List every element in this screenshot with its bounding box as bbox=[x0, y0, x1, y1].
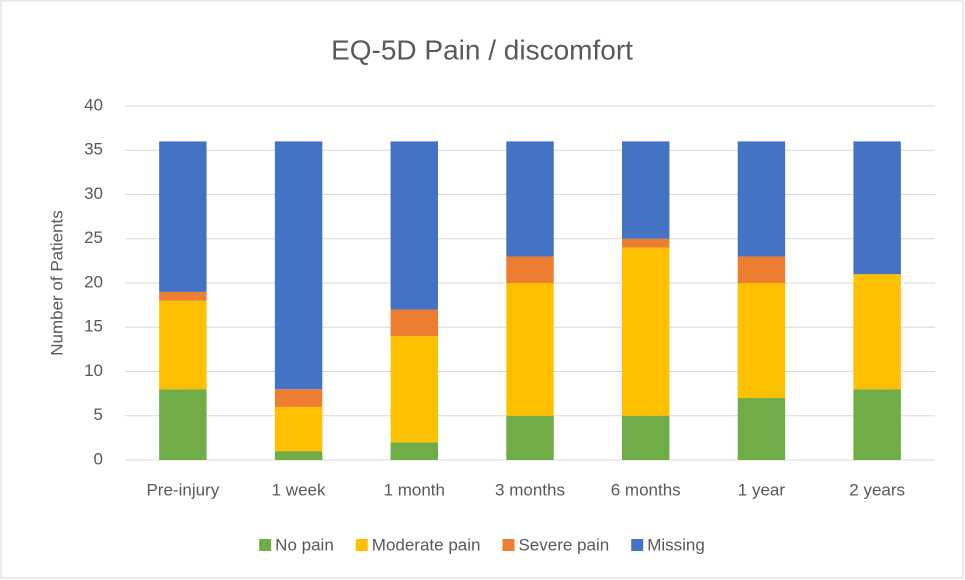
y-tick-label: 25 bbox=[84, 228, 103, 247]
x-tick-label: 6 months bbox=[611, 480, 681, 499]
legend-label: No pain bbox=[275, 535, 334, 554]
x-tick-label: 1 week bbox=[272, 480, 326, 499]
y-tick-label: 15 bbox=[84, 317, 103, 336]
bar-segment bbox=[390, 141, 439, 310]
bar-segment bbox=[274, 389, 323, 407]
bar-segment bbox=[621, 238, 670, 248]
bar-segment bbox=[274, 451, 323, 460]
y-tick-label: 40 bbox=[84, 95, 103, 114]
y-tick-label: 20 bbox=[84, 272, 103, 291]
y-tick-label: 30 bbox=[84, 184, 103, 203]
bar-segment bbox=[159, 300, 207, 390]
bar-segment bbox=[737, 141, 786, 257]
bar-segment bbox=[274, 141, 323, 390]
bar-segment bbox=[621, 141, 670, 239]
legend-label: Severe pain bbox=[518, 535, 609, 554]
bar-segment bbox=[390, 336, 439, 443]
legend-swatch bbox=[631, 539, 644, 551]
bar-segment bbox=[853, 389, 901, 460]
y-axis-label: Number of Patients bbox=[47, 210, 66, 356]
bar-segment bbox=[737, 283, 786, 399]
bar-segment bbox=[621, 247, 670, 416]
bar-segment bbox=[159, 389, 207, 460]
y-tick-label: 35 bbox=[84, 140, 103, 159]
x-tick-label: Pre-injury bbox=[146, 480, 219, 499]
y-tick-label: 5 bbox=[94, 405, 103, 424]
bar-segment bbox=[853, 274, 901, 390]
legend-swatch bbox=[502, 539, 515, 551]
legend-swatch bbox=[355, 539, 368, 551]
bar-segment bbox=[737, 256, 786, 283]
bar-segment bbox=[390, 442, 439, 460]
bar-segment bbox=[159, 291, 207, 301]
bar-segment bbox=[506, 283, 554, 416]
legend-label: Moderate pain bbox=[372, 535, 481, 554]
bar-segment bbox=[390, 309, 439, 337]
bar-segment bbox=[506, 256, 554, 283]
y-tick-label: 0 bbox=[94, 449, 103, 468]
bar-segment bbox=[159, 141, 207, 292]
bar-segment bbox=[621, 415, 670, 460]
chart-title: EQ-5D Pain / discomfort bbox=[331, 34, 633, 65]
bar-segment bbox=[506, 415, 554, 460]
bar-segment bbox=[274, 406, 323, 452]
x-tick-label: 3 months bbox=[495, 480, 565, 499]
bar-segment bbox=[737, 398, 786, 460]
bar-segment bbox=[506, 141, 554, 257]
bar-segment bbox=[853, 141, 901, 275]
legend-swatch bbox=[259, 539, 272, 551]
x-tick-label: 1 year bbox=[738, 480, 786, 499]
x-tick-label: 1 month bbox=[384, 480, 445, 499]
x-tick-label: 2 years bbox=[849, 480, 905, 499]
y-tick-label: 10 bbox=[84, 361, 103, 380]
legend-label: Missing bbox=[647, 535, 705, 554]
